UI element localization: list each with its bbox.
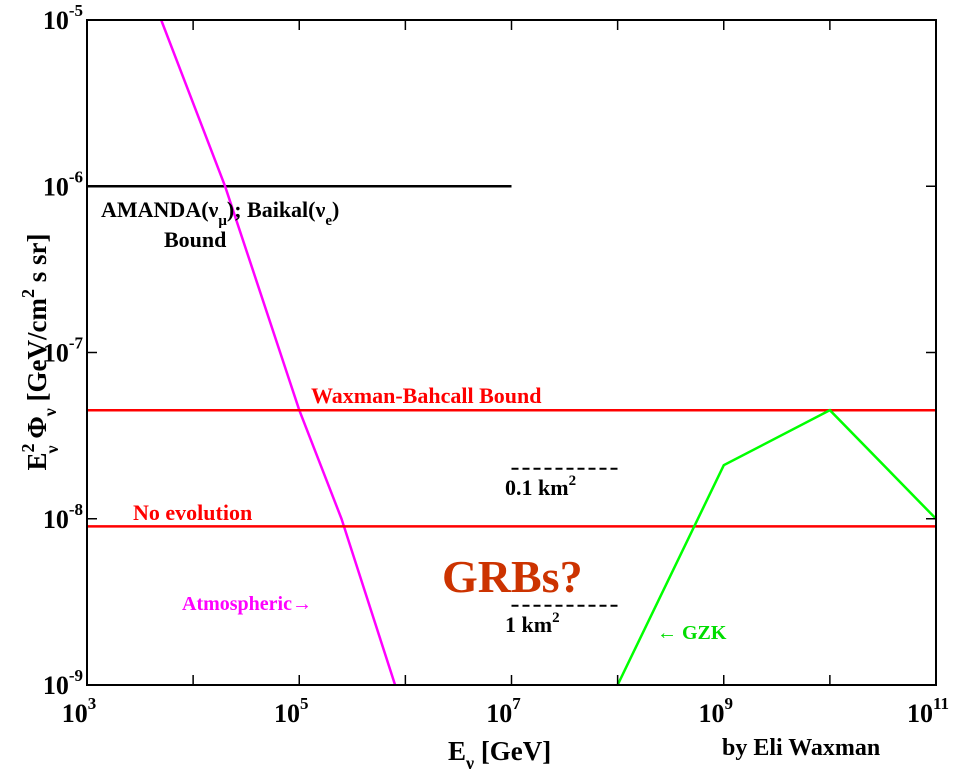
x-tick-label: 109: [699, 694, 734, 728]
waxman-bahcall-label: Waxman-Bahcall Bound: [311, 383, 541, 408]
gzk-label: ← GZK: [657, 622, 727, 644]
km2-01-label: 0.1 km2: [505, 473, 576, 500]
y-tick-label: 10-5: [43, 1, 83, 35]
series-atmospheric: [160, 20, 397, 685]
y-tick-label: 10-7: [43, 334, 84, 368]
ticks-layer: [86, 19, 937, 686]
x-tick-label: 105: [274, 694, 309, 728]
amanda-bound-label-line2: Bound: [164, 227, 226, 252]
y-tick-label: 10-8: [43, 500, 83, 534]
km2-1-label: 1 km2: [505, 610, 560, 637]
y-tick-label: 10-6: [43, 167, 83, 201]
x-tick-label: 103: [62, 694, 97, 728]
x-axis-title: Eν [GeV]: [448, 736, 551, 772]
atmospheric-label: Atmospheric→: [182, 593, 312, 615]
no-evolution-label: No evolution: [133, 500, 252, 525]
labels-layer: 103 105 107 109 1011 10-9 10-8 10-7 10-6 10-5: [43, 1, 949, 728]
grbs-label: GRBs?: [442, 551, 583, 602]
x-tick-label: 107: [486, 694, 521, 728]
series-gzk: [616, 408, 936, 685]
credit-label: by Eli Waxman: [722, 735, 880, 761]
amanda-bound-label: AMANDA(νμ); Baikal(νe): [101, 197, 339, 229]
x-tick-label: 1011: [907, 694, 949, 728]
series-layer: [87, 20, 936, 685]
y-axis-title: E2 ν Φν [GeV/cm2 s sr]: [18, 234, 62, 471]
y-tick-label: 10-9: [43, 666, 83, 700]
